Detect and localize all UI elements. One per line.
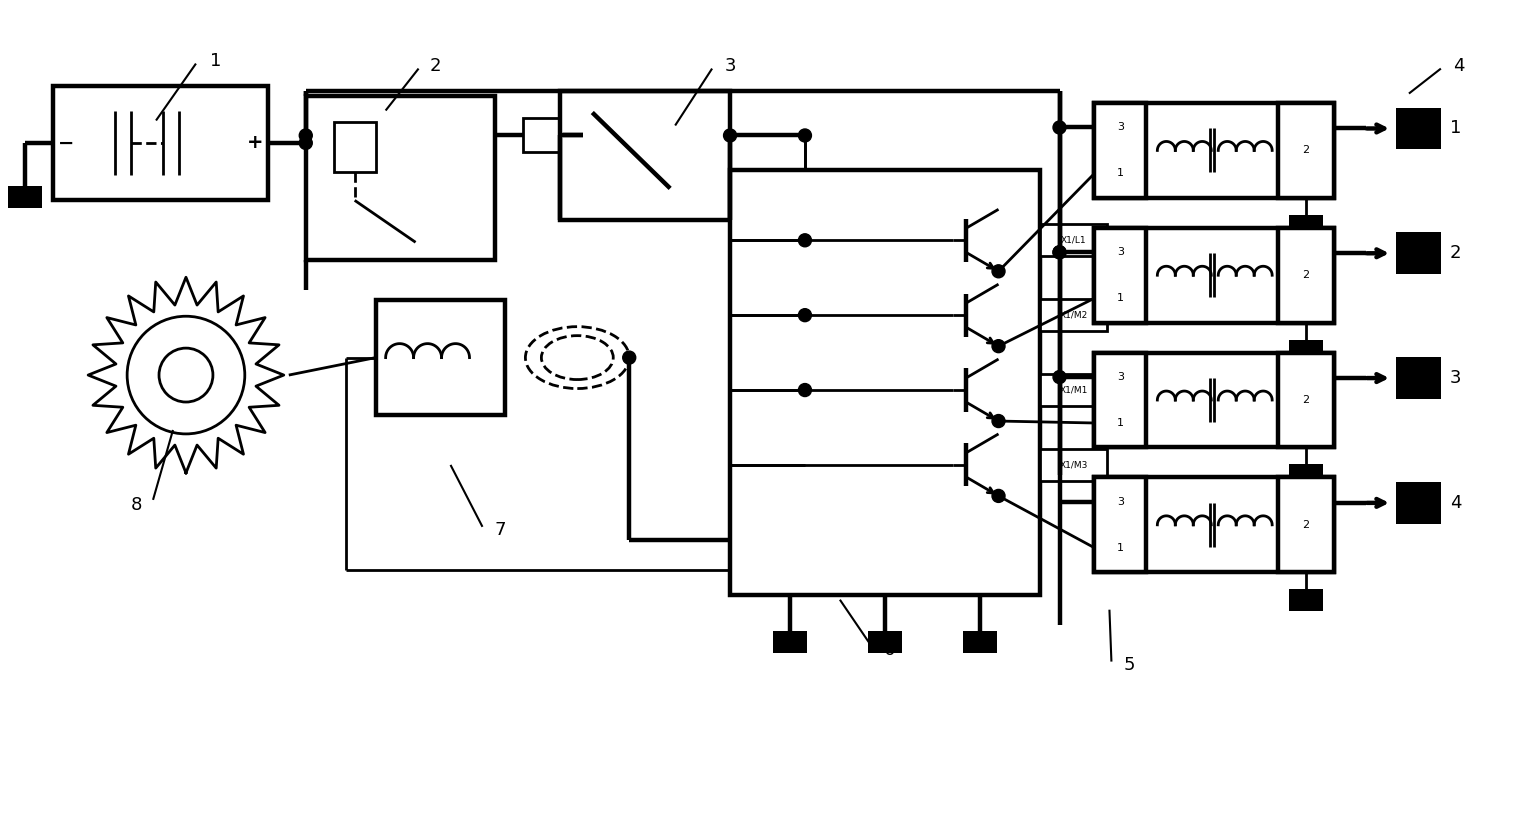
Text: +: + xyxy=(247,134,263,153)
Text: 3: 3 xyxy=(1117,123,1124,133)
Text: −: − xyxy=(58,134,74,153)
Text: 2: 2 xyxy=(430,57,441,74)
Text: 1: 1 xyxy=(1117,169,1124,179)
Text: 2: 2 xyxy=(1303,395,1310,405)
Bar xyxy=(306,95,496,261)
Text: 7: 7 xyxy=(495,521,507,539)
Text: 6: 6 xyxy=(885,640,895,659)
Circle shape xyxy=(1054,245,1066,259)
Circle shape xyxy=(992,340,1005,352)
Bar xyxy=(773,630,806,653)
Bar xyxy=(1289,590,1322,611)
Bar xyxy=(1396,232,1441,274)
Bar xyxy=(1095,228,1146,322)
Bar xyxy=(1396,108,1441,149)
Text: 3: 3 xyxy=(1450,369,1462,387)
Text: 2: 2 xyxy=(1303,271,1310,281)
Bar xyxy=(1396,357,1441,399)
Bar xyxy=(1040,299,1107,331)
Bar xyxy=(1278,228,1335,322)
Bar xyxy=(524,119,564,153)
Bar xyxy=(1095,478,1146,572)
Circle shape xyxy=(992,265,1005,278)
Bar xyxy=(963,630,997,653)
Circle shape xyxy=(992,489,1005,503)
Text: 1: 1 xyxy=(210,52,221,69)
Bar xyxy=(1095,352,1146,448)
Text: 3: 3 xyxy=(725,57,736,74)
Text: 4: 4 xyxy=(1450,493,1462,512)
Bar xyxy=(1040,225,1107,256)
Circle shape xyxy=(799,234,811,247)
Bar xyxy=(8,186,41,209)
Bar xyxy=(1278,352,1335,448)
Bar xyxy=(730,170,1040,595)
Bar xyxy=(1040,374,1107,406)
Text: 3: 3 xyxy=(1117,497,1124,507)
Text: 8: 8 xyxy=(131,496,141,514)
Bar xyxy=(1095,478,1335,572)
Bar xyxy=(868,630,902,653)
Circle shape xyxy=(622,351,636,364)
Text: X1/M3: X1/M3 xyxy=(1060,460,1087,469)
Text: 1: 1 xyxy=(1117,543,1124,553)
Bar xyxy=(1396,482,1441,524)
Circle shape xyxy=(723,129,737,142)
Bar xyxy=(561,90,730,220)
Text: X1/L1: X1/L1 xyxy=(1061,235,1086,245)
Bar xyxy=(1040,449,1107,481)
Circle shape xyxy=(799,129,811,142)
Bar xyxy=(1289,340,1322,362)
Text: 1: 1 xyxy=(1450,119,1462,138)
Text: 1: 1 xyxy=(1117,293,1124,303)
Circle shape xyxy=(799,383,811,397)
Bar xyxy=(1278,478,1335,572)
Text: 5: 5 xyxy=(1124,655,1135,674)
Circle shape xyxy=(1054,121,1066,134)
Circle shape xyxy=(799,309,811,321)
Text: 2: 2 xyxy=(1303,520,1310,530)
Text: X1/M1: X1/M1 xyxy=(1060,386,1087,395)
Text: 1: 1 xyxy=(1117,418,1124,428)
Bar xyxy=(1095,103,1335,198)
Text: X1/M2: X1/M2 xyxy=(1060,311,1087,320)
Circle shape xyxy=(300,136,312,149)
Circle shape xyxy=(1054,371,1066,383)
Bar xyxy=(333,123,376,172)
Text: 2: 2 xyxy=(1303,145,1310,155)
Text: 2: 2 xyxy=(1450,245,1462,262)
Bar xyxy=(1095,103,1146,198)
Circle shape xyxy=(992,414,1005,428)
Text: 4: 4 xyxy=(1453,57,1465,74)
Bar xyxy=(1095,352,1335,448)
Bar xyxy=(1278,103,1335,198)
Circle shape xyxy=(300,129,312,142)
Bar xyxy=(376,301,505,415)
Text: 3: 3 xyxy=(1117,372,1124,382)
Bar xyxy=(54,85,267,200)
Bar xyxy=(1289,215,1322,237)
Bar xyxy=(1289,464,1322,486)
Circle shape xyxy=(1054,245,1066,259)
Bar xyxy=(1095,228,1335,322)
Text: 3: 3 xyxy=(1117,247,1124,257)
